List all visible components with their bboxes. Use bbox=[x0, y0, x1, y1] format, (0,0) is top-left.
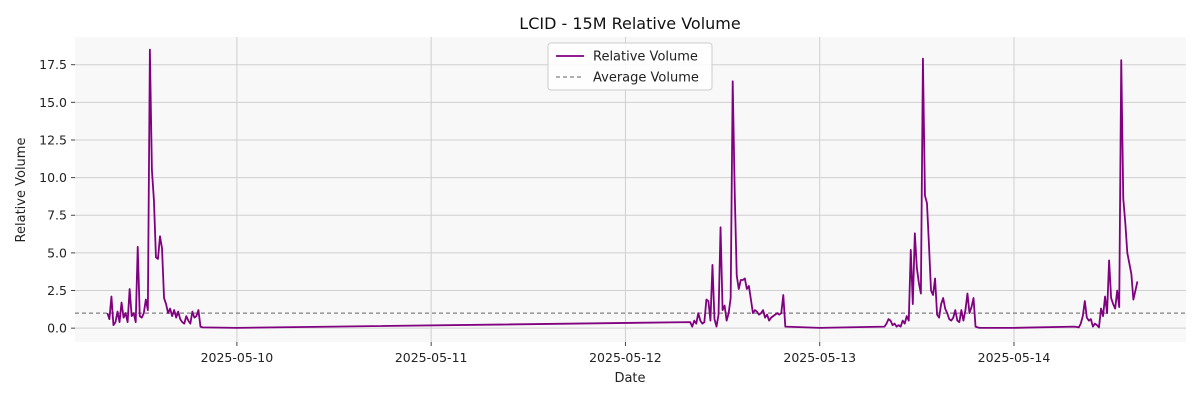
y-axis-label: Relative Volume bbox=[14, 138, 29, 243]
x-tick-label: 2025-05-14 bbox=[978, 350, 1051, 365]
legend-label-relative-volume: Relative Volume bbox=[593, 50, 698, 65]
relative-volume-line bbox=[106, 48, 1139, 329]
legend-box bbox=[547, 42, 713, 91]
legend-label-average-volume: Average Volume bbox=[593, 71, 699, 86]
x-tick-label: 2025-05-10 bbox=[201, 350, 274, 365]
grid-lines bbox=[75, 37, 1186, 342]
axis-ticks: 0.0 2.5 5.0 7.5 10.0 12.5 15.0 17.5 2025-05-10 20… bbox=[39, 57, 1050, 365]
x-tick-label: 2025-05-12 bbox=[589, 350, 662, 365]
x-tick-label: 2025-05-11 bbox=[395, 350, 468, 365]
y-tick-label: 0.0 bbox=[47, 321, 67, 336]
series-layer bbox=[75, 48, 1186, 329]
x-axis-label: Date bbox=[614, 371, 645, 386]
y-tick-label: 10.0 bbox=[39, 170, 67, 185]
y-tick-label: 2.5 bbox=[47, 283, 67, 298]
y-tick-label: 5.0 bbox=[47, 245, 67, 260]
y-tick-label: 12.5 bbox=[39, 132, 67, 147]
y-tick-label: 7.5 bbox=[47, 208, 67, 223]
chart-title: LCID - 15M Relative Volume bbox=[519, 14, 740, 33]
x-tick-label: 2025-05-13 bbox=[783, 350, 856, 365]
y-tick-label: 17.5 bbox=[39, 57, 67, 72]
y-tick-label: 15.0 bbox=[39, 95, 67, 110]
legend: Relative Volume Average Volume bbox=[547, 42, 713, 91]
